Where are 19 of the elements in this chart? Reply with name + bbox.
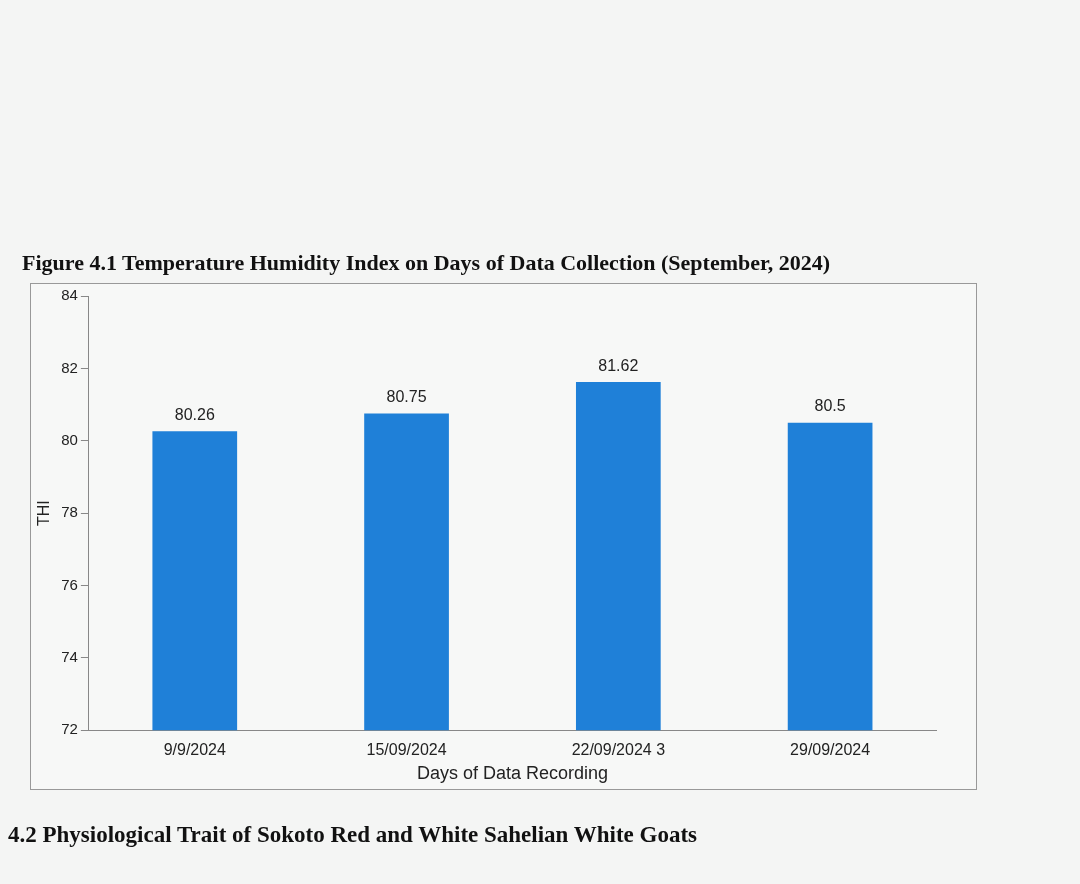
y-tick-label: 80 [61, 430, 78, 448]
y-tick-label: 78 [61, 503, 78, 521]
chart-title: Figure 4.1 Temperature Humidity Index on Days of Data Collection (September, 2024) [22, 250, 831, 276]
y-tick-label: 84 [61, 286, 78, 304]
x-axis-title: Days of Data Recording [416, 763, 608, 784]
y-tick-label: 74 [61, 647, 78, 665]
x-tick-label: 22/09/2024 3 [571, 741, 666, 759]
data-label: 80.5 [814, 397, 846, 415]
text: 4.2 Physiological Trait of Sokoto Red and White Sahelian White Goats [8, 822, 698, 848]
y-tick-label: 72 [61, 720, 78, 738]
x-tick-label: 9/9/2024 [163, 741, 227, 759]
y-tick-label: 82 [61, 358, 78, 376]
x-tick-label: 29/09/2024 [790, 741, 871, 759]
data-label: 80.75 [386, 388, 427, 405]
y-axis-title: THI [35, 500, 53, 526]
data-label: 80.26 [174, 405, 215, 423]
x-tick-label: 15/09/2024 [366, 741, 447, 759]
data-label: 81.62 [598, 356, 639, 374]
y-tick-label: 76 [61, 575, 78, 593]
